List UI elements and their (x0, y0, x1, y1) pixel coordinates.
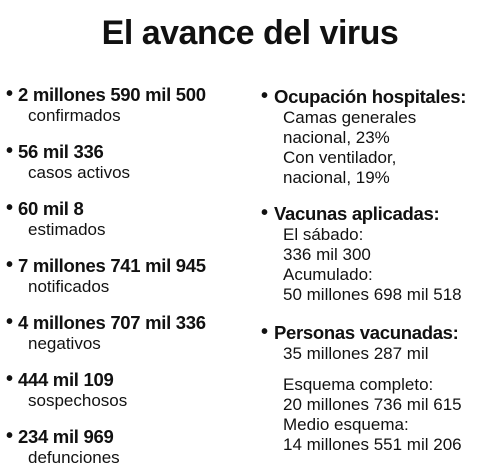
section-line: 50 millones 698 mil 518 (283, 285, 462, 304)
bullet-marker: • (6, 140, 14, 162)
section-line: Acumulado: (283, 265, 373, 284)
stat-value: 4 millones 707 mil 336 (18, 312, 206, 333)
section-line: Con ventilador, (283, 148, 397, 167)
section-line: Camas generales (283, 108, 417, 127)
stat-label: notificados (28, 277, 110, 296)
stat-value: 444 mil 109 (18, 369, 114, 390)
bullet-marker: • (261, 321, 269, 343)
headline-title: El avance del virus (101, 14, 399, 52)
section-line: nacional, 19% (283, 168, 390, 187)
section-line: Medio esquema: (283, 415, 409, 434)
bullet-marker: • (261, 202, 269, 224)
bullet-marker: • (6, 425, 14, 447)
section-line: 336 mil 300 (283, 245, 371, 264)
bullet-marker: • (6, 83, 14, 105)
bullet-marker: • (6, 368, 14, 390)
stat-label: estimados (28, 220, 106, 239)
stat-value: 2 millones 590 mil 500 (18, 84, 206, 105)
bullet-marker: • (6, 197, 14, 219)
bullet-marker: • (261, 85, 269, 107)
section-line: Esquema completo: (283, 375, 434, 394)
section-heading: Ocupación hospitales: (274, 86, 467, 107)
bullet-marker: • (6, 311, 14, 333)
stat-label: sospechosos (28, 391, 128, 410)
section-line: 20 millones 736 mil 615 (283, 395, 462, 414)
section-line: nacional, 23% (283, 128, 390, 147)
section-line: 14 millones 551 mil 206 (283, 435, 462, 454)
section-line: 35 millones 287 mil (283, 344, 429, 363)
stat-label: confirmados (28, 106, 121, 125)
stat-label: defunciones (28, 448, 120, 467)
stat-value: 7 millones 741 mil 945 (18, 255, 206, 276)
stat-label: negativos (28, 334, 101, 353)
bullet-marker: • (6, 254, 14, 276)
stat-value: 60 mil 8 (18, 198, 84, 219)
stat-value: 234 mil 969 (18, 426, 114, 447)
section-heading: Vacunas aplicadas: (274, 203, 440, 224)
stat-value: 56 mil 336 (18, 141, 104, 162)
section-line: El sábado: (283, 225, 364, 244)
section-heading: Personas vacunadas: (274, 322, 459, 343)
stat-label: casos activos (28, 163, 131, 182)
